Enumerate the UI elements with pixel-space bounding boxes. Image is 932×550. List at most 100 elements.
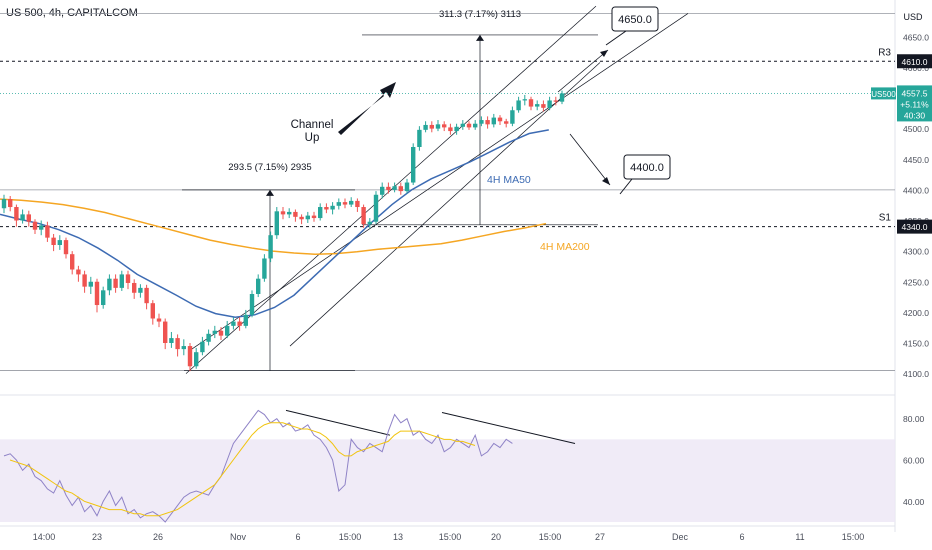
price-tick: 4300.0 xyxy=(903,247,929,257)
channel-arrow xyxy=(338,82,396,135)
price-box-label: 4610.0 xyxy=(902,57,928,67)
time-tick: 11 xyxy=(795,532,804,542)
price-tick: 4100.0 xyxy=(903,369,929,379)
current-price-text-0: 4557.5 xyxy=(902,88,928,98)
candle-body xyxy=(256,278,261,294)
candle-body xyxy=(330,205,335,210)
measure-2-arrowhead xyxy=(476,34,484,41)
time-tick: 14:00 xyxy=(33,532,56,542)
projection-down-arrowhead xyxy=(602,177,610,185)
candle-body xyxy=(225,325,230,336)
candle-body xyxy=(45,225,50,238)
candle-body xyxy=(361,207,366,225)
time-tick: 15:00 xyxy=(439,532,462,542)
candle-body xyxy=(243,314,248,326)
symbol-tag-label: US500 xyxy=(871,90,896,99)
candle-body xyxy=(200,341,205,353)
candle-body xyxy=(125,274,131,283)
candle-body xyxy=(163,321,168,343)
candle-body xyxy=(380,186,385,195)
candle-body xyxy=(528,99,534,107)
candle-body xyxy=(367,221,372,225)
channel-line-2 xyxy=(289,62,601,347)
rsi-line xyxy=(3,409,513,523)
ma50-label: 4H MA50 xyxy=(487,174,531,186)
time-tick: 23 xyxy=(92,532,102,542)
projection-up-arrowhead xyxy=(600,50,608,57)
candle-body xyxy=(57,240,62,245)
candle-body xyxy=(101,290,106,306)
candle-body xyxy=(156,318,162,322)
rsi-band xyxy=(0,439,895,522)
ma200-label: 4H MA200 xyxy=(540,241,590,253)
candle-body xyxy=(287,211,292,215)
candle-body xyxy=(249,294,255,315)
candle-body xyxy=(404,182,410,192)
current-price-box xyxy=(897,85,932,122)
candle-body xyxy=(51,237,56,245)
candle-body xyxy=(262,258,267,279)
time-tick: 15:00 xyxy=(539,532,562,542)
candle-body xyxy=(113,278,118,288)
level-label-r3: R3 xyxy=(878,47,891,58)
candle-body xyxy=(175,338,180,350)
ma50-line xyxy=(0,129,549,319)
target-up-label: 4650.0 xyxy=(618,14,652,26)
candle-body xyxy=(324,207,329,210)
candle-body xyxy=(14,207,19,221)
candle-body xyxy=(522,99,527,101)
candle-body xyxy=(423,124,428,130)
candle-body xyxy=(448,127,453,132)
current-price-text-2: 40:30 xyxy=(904,110,926,120)
channel-line-0 xyxy=(185,5,597,374)
rsi-tick: 40.00 xyxy=(903,497,925,507)
candle-body xyxy=(231,321,236,326)
candle-body xyxy=(76,269,81,275)
candle-body xyxy=(336,202,341,206)
candle-body xyxy=(63,240,69,255)
candle-body xyxy=(94,281,100,306)
rsi-trendline-1 xyxy=(285,409,391,436)
time-tick: 20 xyxy=(491,532,501,542)
candle-body xyxy=(150,303,155,319)
projection-down-line xyxy=(569,133,611,186)
candle-body xyxy=(82,274,87,287)
ma200-line xyxy=(0,198,547,255)
candle-body xyxy=(212,330,217,334)
candle-body xyxy=(107,278,112,291)
candle-body xyxy=(473,123,478,128)
candle-body xyxy=(194,352,199,367)
candle-body xyxy=(559,93,565,102)
candle-body xyxy=(547,100,552,108)
candle-body xyxy=(349,200,354,205)
target-down-pointer xyxy=(619,178,633,195)
time-tick: 6 xyxy=(295,532,300,542)
candle-body xyxy=(460,123,465,127)
candle-body xyxy=(435,124,441,129)
candle-body xyxy=(8,199,13,208)
time-tick: 13 xyxy=(393,532,403,542)
chart-title: US 500, 4h, CAPITALCOM xyxy=(6,7,138,19)
candle-body xyxy=(218,330,224,336)
price-box-label: 4340.0 xyxy=(902,222,928,232)
candle-body xyxy=(26,214,31,222)
candle-body xyxy=(541,104,546,108)
candle-body xyxy=(398,186,403,192)
candle-body xyxy=(318,207,323,219)
currency-label: USD xyxy=(903,12,923,22)
symbol-tag xyxy=(871,87,896,100)
price-tick: 4650.0 xyxy=(903,32,929,42)
rsi-ma-line xyxy=(9,422,476,517)
candle-body xyxy=(417,129,422,147)
time-tick: 15:00 xyxy=(339,532,362,542)
candle-body xyxy=(497,117,503,122)
time-tick: 26 xyxy=(153,532,163,542)
price-tick: 4150.0 xyxy=(903,339,929,349)
time-tick: 6 xyxy=(739,532,744,542)
measure-1-arrowhead xyxy=(266,189,274,196)
candle-body xyxy=(237,321,242,326)
price-tick: 4450.0 xyxy=(903,155,929,165)
candle-body xyxy=(485,120,490,125)
